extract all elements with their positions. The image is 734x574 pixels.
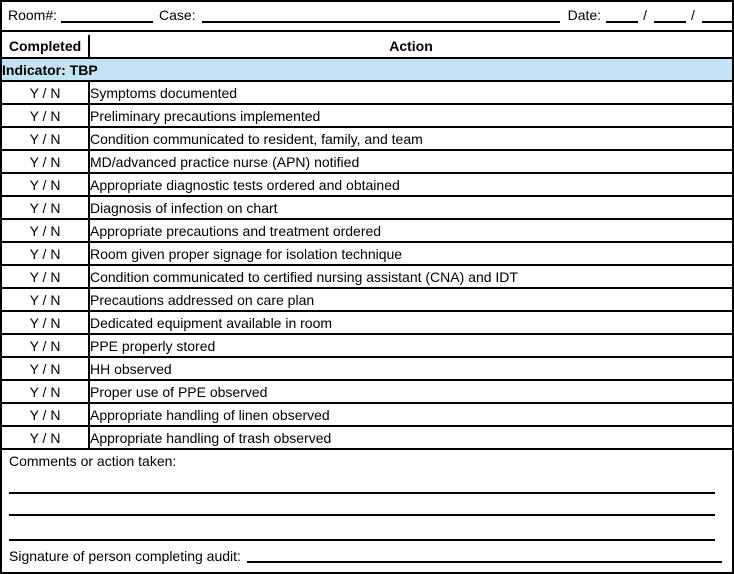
yn-cell: Y / N [2,264,90,289]
date-separator-2: / [690,7,695,23]
yn-cell: Y / N [2,126,90,151]
yn-cell: Y / N [2,310,90,335]
comments-line-1 [9,472,715,494]
yn-cell: Y / N [2,172,90,197]
table-row: Y / N Appropriate handling of linen obse… [2,402,732,427]
action-cell: Condition communicated to resident, fami… [88,126,732,151]
table-row: Y / N Precautions addressed on care plan [2,287,732,312]
table-row: Y / N PPE properly stored [2,333,732,358]
table-row: Y / N Room given proper signage for isol… [2,241,732,266]
table-header-row: Completed Action [2,35,732,59]
table-row: Y / N Proper use of PPE observed [2,379,732,404]
table-row: Y / N Condition communicated to resident… [2,126,732,151]
yn-cell: Y / N [2,356,90,381]
action-cell: Appropriate precautions and treatment or… [88,218,732,243]
action-cell: Room given proper signage for isolation … [88,241,732,266]
signature-blank [246,551,722,563]
date-separator-1: / [643,7,647,23]
form-header-bar: Room#: Case: Date: / / [2,2,732,32]
date-blank-3 [701,11,732,23]
action-column-header: Action [88,35,732,59]
table-row: Y / N Condition communicated to certifie… [2,264,732,289]
indicator-row: Indicator: TBP [2,57,732,82]
action-cell: Appropriate handling of linen observed [88,402,732,427]
action-cell: Symptoms documented [88,80,732,105]
action-cell: Appropriate diagnostic tests ordered and… [88,172,732,197]
audit-checklist-table: Completed Action Indicator: TBP Y / N Sy… [2,35,732,450]
yn-cell: Y / N [2,241,90,266]
indicator-band: Indicator: TBP [2,57,732,82]
yn-cell: Y / N [2,149,90,174]
table-row: Y / N Preliminary precautions implemente… [2,103,732,128]
action-cell: Dedicated equipment available in room [88,310,732,335]
comments-section: Comments or action taken: Signature of p… [2,450,732,564]
yn-cell: Y / N [2,287,90,312]
yn-cell: Y / N [2,218,90,243]
action-cell: Condition communicated to certified nurs… [88,264,732,289]
case-blank [201,11,560,23]
completed-column-header: Completed [2,35,90,59]
table-row: Y / N Symptoms documented [2,80,732,105]
table-row: Y / N MD/advanced practice nurse (APN) n… [2,149,732,174]
yn-cell: Y / N [2,80,90,105]
table-row: Y / N Diagnosis of infection on chart [2,195,732,220]
yn-cell: Y / N [2,103,90,128]
date-blank-1 [606,11,639,23]
comments-label: Comments or action taken: [9,453,177,469]
yn-cell: Y / N [2,425,90,450]
action-cell: Preliminary precautions implemented [88,103,732,128]
date-blank-2 [653,11,686,23]
table-row: Y / N Appropriate diagnostic tests order… [2,172,732,197]
action-cell: Proper use of PPE observed [88,379,732,404]
action-cell: Appropriate handling of trash observed [88,425,732,450]
table-row: Y / N Appropriate precautions and treatm… [2,218,732,243]
yn-cell: Y / N [2,333,90,358]
signature-label: Signature of person completing audit: [9,548,241,564]
comments-line-2 [9,494,715,516]
date-label: Date: [567,7,602,23]
action-cell: Diagnosis of infection on chart [88,195,732,220]
room-number-blank [61,11,154,23]
action-cell: Precautions addressed on care plan [88,287,732,312]
action-cell: HH observed [88,356,732,381]
comments-line-3 [9,516,715,541]
action-cell: PPE properly stored [88,333,732,358]
case-label: Case: [159,7,196,23]
yn-cell: Y / N [2,402,90,427]
table-row: Y / N Dedicated equipment available in r… [2,310,732,335]
yn-cell: Y / N [2,195,90,220]
signature-row: Signature of person completing audit: [9,548,724,564]
room-number-label: Room#: [8,7,58,23]
action-cell: MD/advanced practice nurse (APN) notifie… [88,149,732,174]
yn-cell: Y / N [2,379,90,404]
table-row: Y / N Appropriate handling of trash obse… [2,425,732,450]
table-row: Y / N HH observed [2,356,732,381]
